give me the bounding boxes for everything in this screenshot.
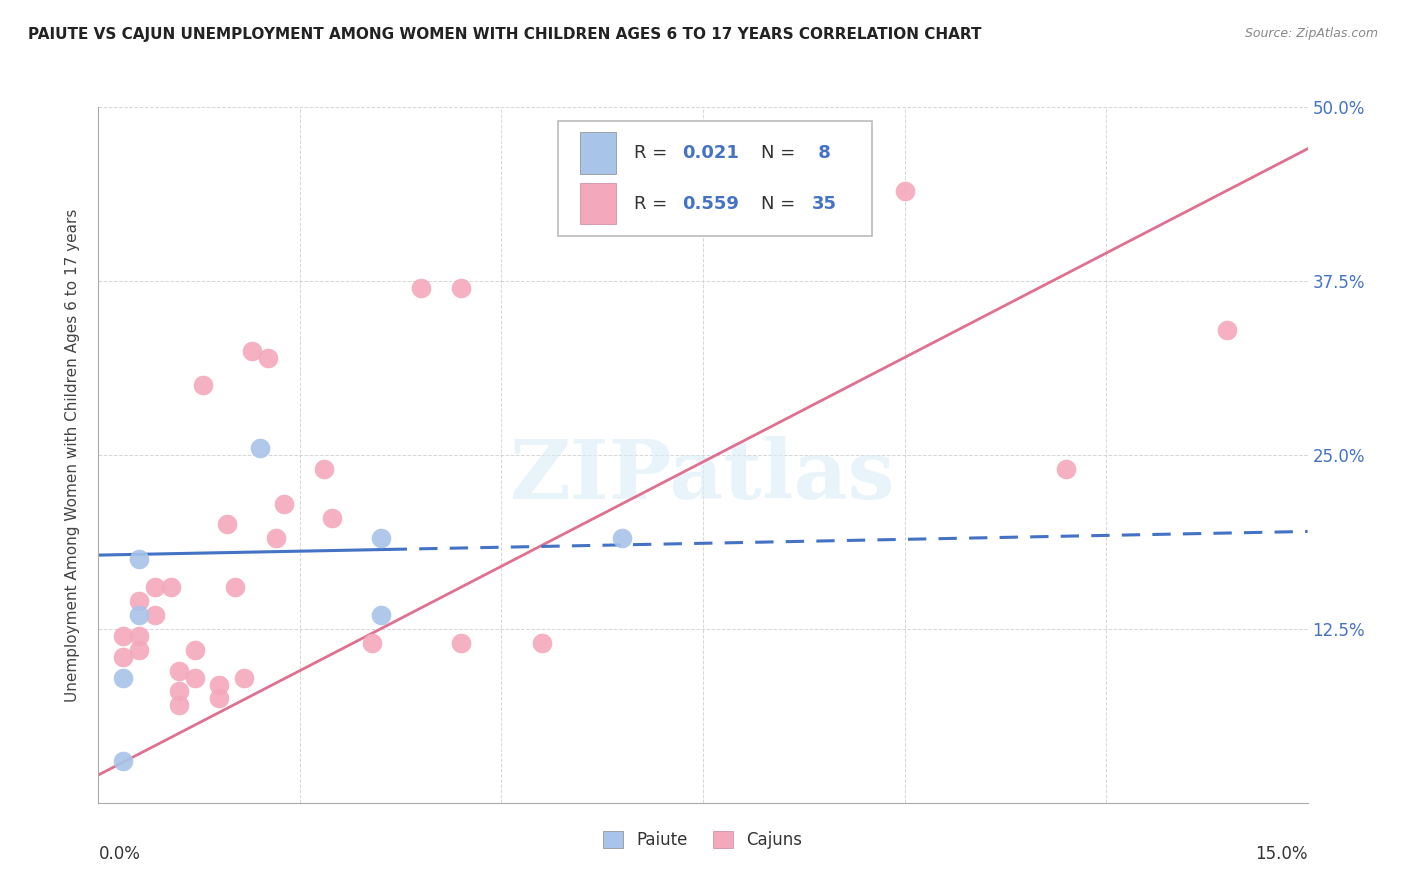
Text: R =: R = bbox=[634, 194, 673, 212]
Point bbox=[240, 343, 263, 358]
Point bbox=[1216, 323, 1239, 337]
Point bbox=[111, 649, 134, 664]
Point bbox=[612, 162, 634, 177]
Point bbox=[167, 664, 190, 678]
Text: N =: N = bbox=[761, 145, 801, 162]
Point bbox=[193, 378, 215, 392]
Point bbox=[184, 671, 207, 685]
Point bbox=[1054, 462, 1077, 476]
Point bbox=[128, 594, 150, 608]
Text: N =: N = bbox=[761, 194, 801, 212]
Point bbox=[184, 642, 207, 657]
Text: ZIPatlas: ZIPatlas bbox=[510, 436, 896, 516]
Text: 8: 8 bbox=[811, 145, 831, 162]
Point bbox=[256, 351, 278, 365]
Point bbox=[111, 671, 134, 685]
Text: 0.0%: 0.0% bbox=[98, 845, 141, 863]
Point bbox=[612, 532, 634, 546]
FancyBboxPatch shape bbox=[579, 183, 616, 225]
Point bbox=[321, 510, 343, 524]
Point bbox=[128, 552, 150, 566]
Point bbox=[264, 532, 287, 546]
Point bbox=[167, 698, 190, 713]
Point bbox=[530, 636, 553, 650]
Point bbox=[143, 580, 166, 594]
Point bbox=[128, 607, 150, 622]
Text: Source: ZipAtlas.com: Source: ZipAtlas.com bbox=[1244, 27, 1378, 40]
Point bbox=[450, 281, 472, 295]
Text: 15.0%: 15.0% bbox=[1256, 845, 1308, 863]
Point bbox=[128, 629, 150, 643]
Point bbox=[571, 190, 593, 204]
Point bbox=[314, 462, 336, 476]
Text: 0.021: 0.021 bbox=[682, 145, 740, 162]
Point bbox=[370, 607, 392, 622]
Point bbox=[167, 684, 190, 698]
Point bbox=[143, 607, 166, 622]
Point bbox=[409, 281, 432, 295]
Point bbox=[217, 517, 239, 532]
Legend: Paiute, Cajuns: Paiute, Cajuns bbox=[595, 822, 811, 857]
Point bbox=[273, 497, 295, 511]
Text: R =: R = bbox=[634, 145, 673, 162]
Point bbox=[208, 691, 231, 706]
Point bbox=[893, 184, 915, 198]
Point bbox=[111, 754, 134, 768]
Point bbox=[370, 532, 392, 546]
FancyBboxPatch shape bbox=[579, 132, 616, 174]
Point bbox=[450, 636, 472, 650]
Point bbox=[232, 671, 254, 685]
Point bbox=[128, 642, 150, 657]
Text: PAIUTE VS CAJUN UNEMPLOYMENT AMONG WOMEN WITH CHILDREN AGES 6 TO 17 YEARS CORREL: PAIUTE VS CAJUN UNEMPLOYMENT AMONG WOMEN… bbox=[28, 27, 981, 42]
Point bbox=[224, 580, 246, 594]
Point bbox=[208, 677, 231, 691]
Point bbox=[160, 580, 183, 594]
Y-axis label: Unemployment Among Women with Children Ages 6 to 17 years: Unemployment Among Women with Children A… bbox=[65, 208, 80, 702]
Point bbox=[111, 629, 134, 643]
Point bbox=[249, 441, 271, 455]
Point bbox=[361, 636, 384, 650]
Text: 35: 35 bbox=[811, 194, 837, 212]
Text: 0.559: 0.559 bbox=[682, 194, 740, 212]
FancyBboxPatch shape bbox=[558, 121, 872, 235]
